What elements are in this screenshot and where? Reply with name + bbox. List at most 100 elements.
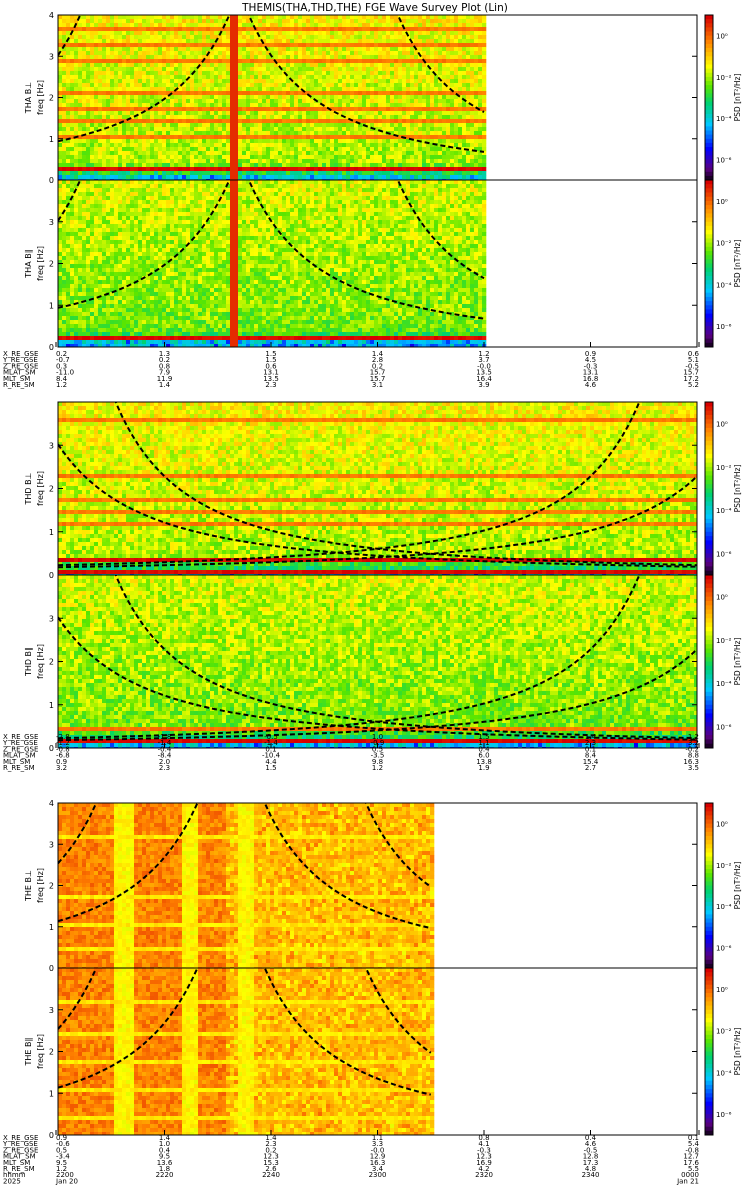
y-tick-label: 3 [49,218,54,227]
ephemeris-value: 2.3 [159,764,170,772]
ephemeris-label: R_RE_SM [3,381,35,389]
colorbar-tick-label: 10⁻² [716,464,732,472]
colorbar-tick-label: 10⁰ [716,421,728,429]
y-tick-label: 0 [49,1131,54,1140]
colorbar-tick-label: 10⁻⁴ [716,115,732,123]
spectrogram-thd-bperp [58,391,698,578]
ephemeris-value: 3.5 [688,764,699,772]
ephemeris-value: 2300 [369,1171,387,1179]
y-tick-label: 2 [49,485,54,494]
colorbar-tick-label: 10⁻⁶ [716,1111,732,1119]
y-tick-label: 0 [49,744,54,753]
ephemeris-value: 3.1 [372,381,383,389]
y-tick-label: 2 [49,94,54,103]
colorbar-tick-label: 10⁻² [716,862,732,870]
panel-label: THA B∥ [24,249,33,278]
ephemeris-value: Jan 20 [55,1177,78,1185]
y-tick-label: 0 [49,964,54,973]
ephemeris-value: 2340 [582,1171,600,1179]
y-tick-label: 1 [49,301,54,310]
y-axis-label: freq [Hz] [36,868,45,903]
colorbar-label: PSD [nT²/Hz] [733,465,742,513]
colorbar-label: PSD [nT²/Hz] [733,862,742,910]
ephemeris-value: 1.4 [159,381,171,389]
y-tick-label: 1 [49,701,54,710]
colorbar-tick-label: 10⁻² [716,240,732,248]
colorbar-tick-label: 10⁻⁴ [716,680,732,688]
ephemeris-value: 2220 [156,1171,174,1179]
y-tick-label: 3 [49,614,54,623]
colorbar-tick-label: 10⁰ [716,821,728,829]
colorbar-tick-label: 10⁰ [716,594,728,602]
colorbar-tick-label: 10⁻⁴ [716,1069,732,1077]
panel-label: THD B∥ [24,647,33,677]
colorbar-label: PSD [nT²/Hz] [733,74,742,122]
colorbar-tick-label: 10⁻⁴ [716,903,732,911]
ephemeris-tha: X_RE_GSEY_RE_GSEZ_RE_GSEMLAT_SMMLT_SMR_R… [2,350,700,389]
colorbar-tick-label: 10⁰ [716,986,728,994]
y-tick-label: 3 [49,840,54,849]
y-tick-label: 4 [49,11,54,20]
colorbar-label: PSD [nT²/Hz] [733,240,742,288]
plot-title: THEMIS(THA,THD,THE) FGE Wave Survey Plot… [241,2,508,14]
y-tick-label: 1 [49,528,54,537]
ephemeris-value: 1.9 [478,764,489,772]
ephemeris-value: 2.3 [265,381,276,389]
colorbar: 10⁰ 10⁻² 10⁻⁴ 10⁻⁶ PSD [nT²/Hz] [705,402,742,576]
spectrogram-the-bperp [58,793,434,972]
colorbar-tick-label: 10⁻⁴ [716,507,732,515]
y-tick-label: 2 [49,882,54,891]
panel-label: THD B⊥ [24,472,33,505]
y-tick-label: 2 [49,658,54,667]
colorbar-tick-label: 10⁻⁶ [716,944,732,952]
colorbar: 10⁰ 10⁻² 10⁻⁴ 10⁻⁶ PSD [nT²/Hz] [705,575,742,749]
colorbar-tick-label: 10⁻² [716,637,732,645]
y-tick-label: 2 [49,260,54,269]
y-axis-label: freq [Hz] [36,1034,45,1069]
y-tick-label: 1 [49,1089,54,1098]
panel-label: THA B⊥ [24,82,33,114]
colorbar-tick-label: 10⁻⁴ [716,281,732,289]
ephemeris-value: 2320 [475,1171,493,1179]
colorbar-tick-label: 10⁰ [716,198,728,206]
colorbar-label: PSD [nT²/Hz] [733,638,742,686]
panel-label: THE B⊥ [24,870,33,902]
y-tick-label: 4 [49,799,54,808]
y-axis-label: freq [Hz] [36,471,45,506]
ephemeris-label: 2025 [3,1177,21,1185]
ephemeris-label: R_RE_SM [3,764,35,772]
colorbar: 10⁰ 10⁻² 10⁻⁴ 10⁻⁶ PSD [nT²/Hz] [705,803,742,969]
y-tick-label: 3 [49,1006,54,1015]
spectrogram-tha-bpar [58,169,486,348]
ephemeris-value: 5.2 [688,381,699,389]
colorbar: 10⁰ 10⁻² 10⁻⁴ 10⁻⁶ PSD [nT²/Hz] [705,968,742,1136]
ephemeris-the: X_RE_GSEY_RE_GSEZ_RE_GSEMLAT_SMMLT_SMR_R… [2,1134,700,1185]
y-tick-label: 0 [49,571,54,580]
y-tick-label: 3 [49,441,54,450]
colorbar-tick-label: 10⁻⁶ [716,550,732,558]
ephemeris-value: 1.2 [56,381,67,389]
y-axis-label: freq [Hz] [36,644,45,679]
y-tick-label: 0 [49,343,54,352]
colorbar-tick-label: 10⁰ [716,33,728,41]
ephemeris-value: 1.2 [372,764,383,772]
ephemeris-value: 3.9 [478,381,489,389]
y-tick-label: 2 [49,1048,54,1057]
colorbar-tick-label: 10⁻⁶ [716,723,732,731]
y-tick-label: 1 [49,923,54,932]
y-tick-label: 3 [49,52,54,61]
ephemeris-value: 3.2 [56,764,67,772]
spectrogram-tha-bperp [58,5,486,184]
y-axis-label: freq [Hz] [36,80,45,115]
y-tick-label: 0 [49,176,54,185]
ephemeris-value: 2240 [262,1171,280,1179]
colorbar-label: PSD [nT²/Hz] [733,1028,742,1076]
colorbar-tick-label: 10⁻² [716,74,732,82]
y-axis-label: freq [Hz] [36,246,45,281]
spectrogram-the-bpar [58,957,434,1136]
colorbar-tick-label: 10⁻² [716,1028,732,1036]
